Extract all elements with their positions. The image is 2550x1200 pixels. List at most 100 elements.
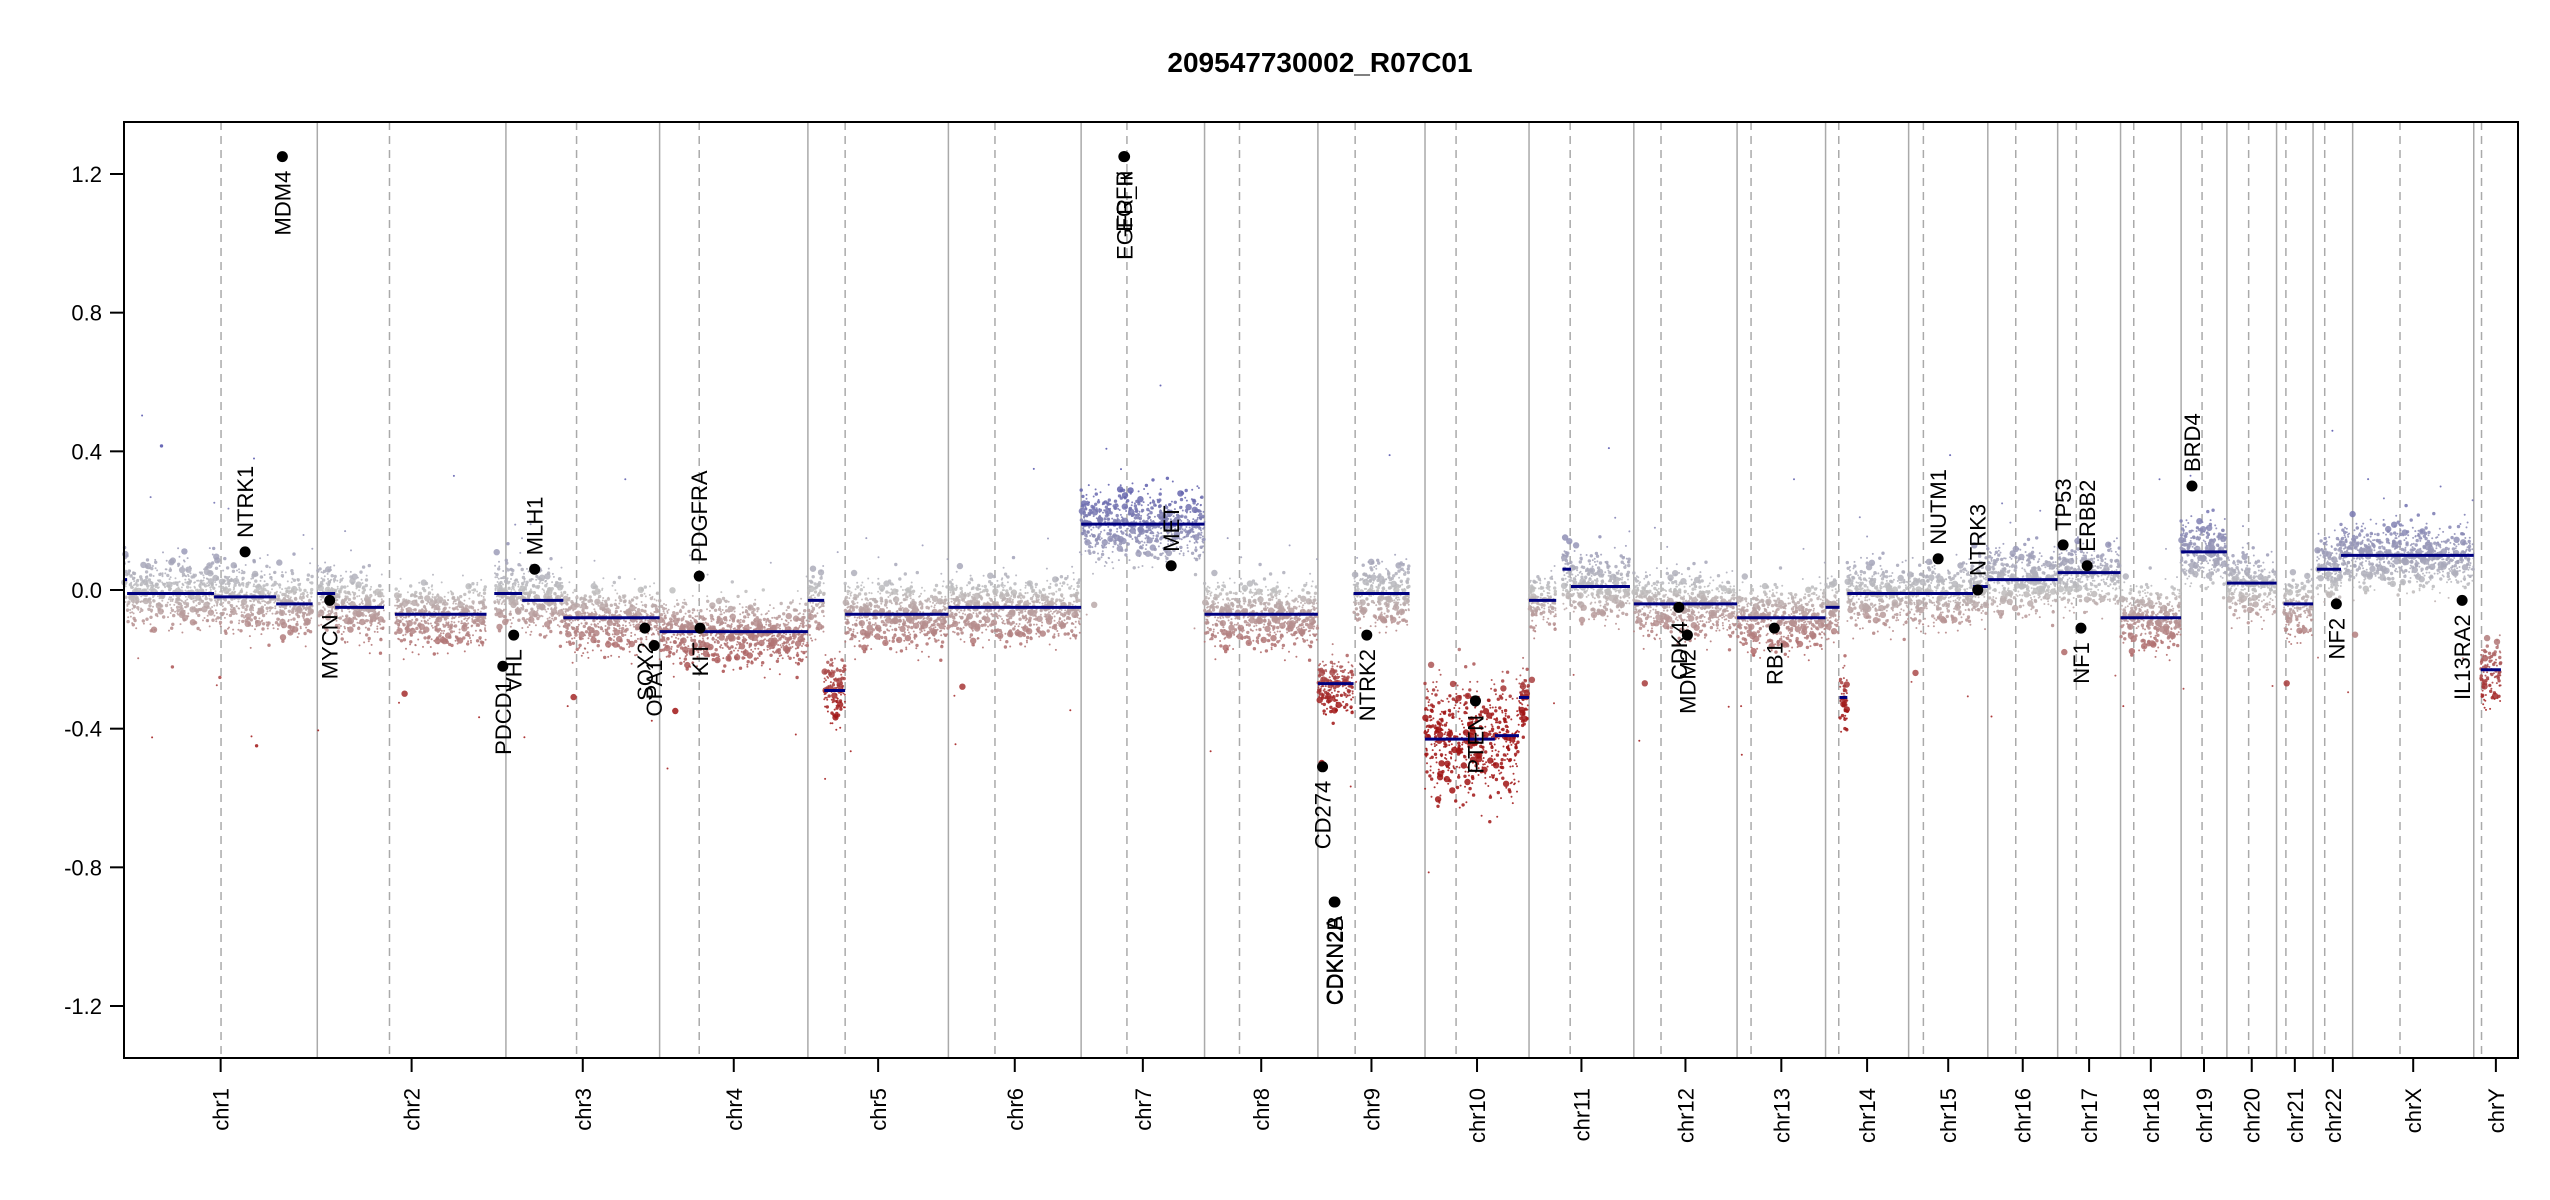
probe-point <box>826 698 829 701</box>
probe-point <box>672 662 675 665</box>
probe-point <box>1076 589 1078 592</box>
probe-point <box>247 617 249 619</box>
probe-point <box>915 570 919 575</box>
probe-point <box>260 633 263 636</box>
probe-point <box>267 621 270 624</box>
probe-point <box>901 606 904 609</box>
probe-point <box>240 598 248 606</box>
probe-point <box>629 624 632 627</box>
probe-point <box>219 590 222 593</box>
probe-point <box>136 606 140 610</box>
probe-point <box>182 618 186 622</box>
probe-point <box>281 592 285 597</box>
probe-point <box>632 612 635 615</box>
probe-point <box>930 619 933 622</box>
probe-point <box>191 607 194 610</box>
probe-point <box>290 581 293 584</box>
probe-point <box>689 619 692 622</box>
probe-point <box>425 609 428 612</box>
probe-point <box>343 590 347 594</box>
probe-point <box>250 606 254 610</box>
probe-point <box>528 610 536 618</box>
probe-point <box>333 564 336 567</box>
probe-point <box>893 598 896 600</box>
probe-point <box>476 590 479 593</box>
probe-point <box>614 599 617 602</box>
probe-point <box>672 652 676 656</box>
probe-point <box>439 632 442 635</box>
probe-point <box>339 574 342 577</box>
probe-point <box>624 611 626 614</box>
probe-point <box>649 612 652 615</box>
probe-point <box>1064 609 1067 612</box>
probe-point <box>229 578 233 583</box>
probe-point <box>759 651 763 656</box>
probe-point <box>468 597 471 600</box>
probe-point <box>340 601 344 605</box>
probe-point <box>478 591 481 594</box>
probe-point <box>498 560 500 563</box>
probe-point <box>210 582 214 586</box>
probe-point <box>788 656 792 660</box>
probe-point <box>178 588 181 591</box>
probe-point <box>349 593 352 596</box>
probe-point <box>636 608 641 612</box>
probe-point <box>673 633 676 636</box>
probe-point <box>688 622 692 626</box>
probe-point <box>760 625 763 628</box>
probe-point <box>730 623 733 626</box>
probe-point <box>463 599 466 602</box>
probe-point <box>912 630 915 633</box>
probe-point <box>301 592 305 596</box>
probe-point <box>1046 629 1050 633</box>
probe-point <box>330 609 334 614</box>
probe-point <box>817 569 825 576</box>
probe-point <box>848 627 852 632</box>
probe-point <box>887 596 890 598</box>
probe-point <box>568 642 572 646</box>
probe-point <box>268 600 272 604</box>
probe-point <box>211 618 215 622</box>
probe-point <box>741 619 746 623</box>
probe-point <box>162 583 165 586</box>
probe-point <box>785 633 788 636</box>
probe-point <box>417 596 422 600</box>
probe-point <box>870 608 873 611</box>
probe-point <box>129 611 132 614</box>
probe-point <box>224 583 227 586</box>
probe-point <box>479 610 482 613</box>
probe-point <box>921 544 924 547</box>
probe-point <box>658 599 662 603</box>
probe-point <box>910 625 914 630</box>
probe-point <box>618 595 621 598</box>
probe-point <box>627 640 632 645</box>
probe-point <box>221 591 224 594</box>
probe-point <box>215 583 218 586</box>
probe-point <box>506 542 510 546</box>
probe-point <box>934 583 939 588</box>
probe-point <box>370 623 373 626</box>
probe-point <box>420 620 423 622</box>
probe-point <box>278 605 281 608</box>
probe-point <box>1011 598 1014 601</box>
probe-point <box>929 628 931 631</box>
probe-point <box>892 583 895 586</box>
probe-point <box>225 591 228 594</box>
probe-point <box>883 635 888 640</box>
probe-point <box>1071 603 1074 606</box>
probe-point <box>621 633 625 637</box>
probe-point <box>718 606 721 608</box>
probe-point <box>278 586 281 589</box>
probe-point <box>170 665 175 669</box>
probe-point <box>880 602 883 605</box>
probe-point <box>454 606 458 610</box>
probe-point <box>923 589 926 592</box>
probe-point <box>786 623 789 626</box>
probe-point <box>352 623 356 628</box>
probe-point <box>745 638 748 641</box>
probe-point <box>151 581 154 584</box>
probe-point <box>455 636 458 639</box>
probe-point <box>139 600 142 603</box>
probe-point <box>923 629 926 632</box>
probe-point <box>548 596 551 599</box>
